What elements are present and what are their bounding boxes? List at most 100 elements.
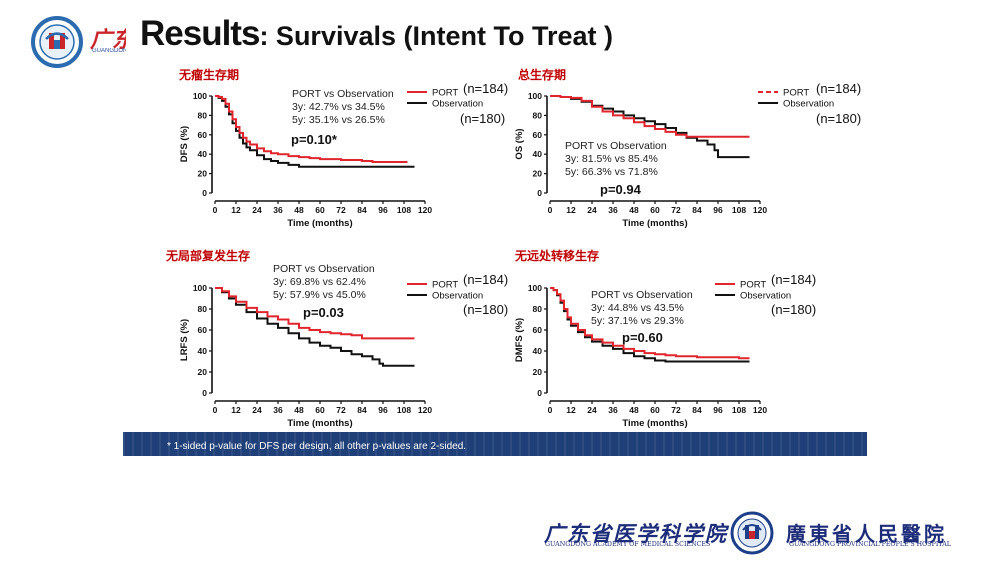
x-tick-label: 36 (273, 405, 283, 415)
y-tick-label: 20 (533, 367, 543, 377)
x-tick-label: 48 (629, 405, 639, 415)
legend-n-port: (n=184) (771, 272, 816, 287)
p-value: p=0.10* (291, 132, 338, 147)
x-tick-label: 108 (732, 405, 746, 415)
x-tick-label: 36 (608, 405, 618, 415)
y-tick-label: 80 (198, 304, 208, 314)
stat-annotation: PORT vs Observation (273, 263, 375, 275)
x-tick-label: 72 (671, 205, 681, 215)
p-value: p=0.03 (303, 305, 344, 320)
os-chart: 0 20 40 60 80 100 0 12 24 36 48 60 72 84 96 108 120 Time … (514, 81, 861, 229)
y-tick-label: 40 (198, 346, 208, 356)
y-tick-label: 20 (198, 367, 208, 377)
x-tick-label: 108 (397, 205, 411, 215)
y-tick-label: 100 (528, 91, 542, 101)
hospital-logo-icon (31, 16, 83, 68)
legend-label: PORT (783, 88, 809, 99)
legend-n-observation: (n=180) (460, 111, 505, 126)
panel-title-dmfs: 无远处转移生存 (515, 249, 600, 263)
x-tick-label: 12 (231, 405, 241, 415)
x-tick-label: 72 (671, 405, 681, 415)
x-tick-label: 120 (418, 405, 432, 415)
y-tick-label: 40 (533, 149, 543, 159)
x-tick-label: 24 (587, 205, 597, 215)
p-value: p=0.94 (600, 182, 642, 197)
dmfs-chart: 0 20 40 60 80 100 0 12 24 36 48 60 72 84 96 108 120 Time … (514, 272, 816, 429)
legend-label: PORT (432, 88, 458, 99)
x-tick-label: 48 (294, 405, 304, 415)
y-tick-label: 60 (533, 325, 543, 335)
hospital-emblem-icon (730, 511, 774, 555)
hospital-name-en: GUANGDONG PROVINCIAL PEOPLE'S HOSPITAL (789, 541, 951, 548)
x-tick-label: 96 (378, 205, 388, 215)
x-tick-label: 0 (213, 205, 218, 215)
legend-label: PORT (432, 280, 458, 291)
x-tick-label: 24 (252, 205, 262, 215)
legend-n-port: (n=184) (463, 272, 508, 287)
x-tick-label: 12 (566, 205, 576, 215)
y-tick-label: 100 (193, 283, 207, 293)
y-axis-label: LRFS (%) (179, 319, 190, 361)
x-axis-label: Time (months) (622, 418, 687, 429)
x-tick-label: 84 (692, 205, 702, 215)
stat-annotation: 3y: 69.8% vs 62.4% (273, 276, 366, 288)
lrfs-chart: 0 20 40 60 80 100 0 12 24 36 48 60 72 84 96 108 120 Time … (179, 263, 508, 429)
page-title: Results: Survivals (Intent To Treat ) (140, 14, 613, 54)
legend-label: Observation (432, 99, 483, 110)
x-tick-label: 0 (213, 405, 218, 415)
x-tick-label: 0 (548, 405, 553, 415)
x-tick-label: 120 (753, 405, 767, 415)
legend-n-port: (n=184) (463, 81, 508, 96)
x-tick-label: 12 (231, 205, 241, 215)
legend-n-observation: (n=180) (771, 302, 816, 317)
y-tick-label: 20 (533, 169, 543, 179)
stat-annotation: 3y: 81.5% vs 85.4% (565, 153, 658, 165)
footnote-band (123, 432, 867, 456)
observation-curve (215, 287, 415, 367)
x-tick-label: 108 (397, 405, 411, 415)
stat-annotation: 5y: 57.9% vs 45.0% (273, 289, 366, 301)
y-tick-label: 40 (198, 149, 208, 159)
x-tick-label: 48 (294, 205, 304, 215)
panel-title-os: 总生存期 (518, 68, 567, 82)
y-tick-label: 0 (537, 388, 542, 398)
hospital-name-cn: 廣東省人民醫院 (786, 522, 947, 546)
y-tick-label: 0 (202, 388, 207, 398)
port-curve (215, 287, 415, 340)
x-tick-label: 60 (315, 405, 325, 415)
x-axis-label: Time (months) (287, 218, 352, 229)
footnote-text: * 1-sided p-value for DFS per design, al… (167, 441, 467, 452)
x-tick-label: 96 (713, 205, 723, 215)
x-tick-label: 24 (587, 405, 597, 415)
stat-annotation: 5y: 35.1% vs 26.5% (292, 114, 385, 126)
y-tick-label: 60 (198, 130, 208, 140)
logo-subtext: GUANGDONG (92, 48, 126, 54)
x-tick-label: 60 (315, 205, 325, 215)
panel-title-lrfs: 无局部复发生存 (166, 249, 251, 263)
y-tick-label: 80 (533, 110, 543, 120)
x-tick-label: 108 (732, 205, 746, 215)
y-tick-label: 60 (198, 325, 208, 335)
y-axis-label: DFS (%) (179, 126, 190, 162)
x-tick-label: 48 (629, 205, 639, 215)
port-curve (215, 95, 408, 163)
legend-n-port: (n=184) (816, 81, 861, 96)
y-axis-label: OS (%) (514, 128, 525, 159)
x-tick-label: 12 (566, 405, 576, 415)
p-value: p=0.60 (622, 330, 663, 345)
y-tick-label: 0 (202, 188, 207, 198)
x-tick-label: 120 (418, 205, 432, 215)
x-tick-label: 36 (608, 205, 618, 215)
x-tick-label: 60 (650, 405, 660, 415)
x-tick-label: 120 (753, 205, 767, 215)
x-tick-label: 72 (336, 405, 346, 415)
title-main: Results (140, 14, 260, 53)
y-tick-label: 40 (533, 346, 543, 356)
stat-annotation: PORT vs Observation (292, 88, 394, 100)
x-tick-label: 96 (713, 405, 723, 415)
legend-label: Observation (740, 291, 791, 302)
dfs-chart: 0 20 40 60 80 100 0 12 24 36 48 60 72 84 96 108 120 Time … (179, 81, 508, 229)
y-tick-label: 100 (193, 91, 207, 101)
observation-curve (215, 95, 415, 168)
stat-annotation: 3y: 44.8% vs 43.5% (591, 302, 684, 314)
